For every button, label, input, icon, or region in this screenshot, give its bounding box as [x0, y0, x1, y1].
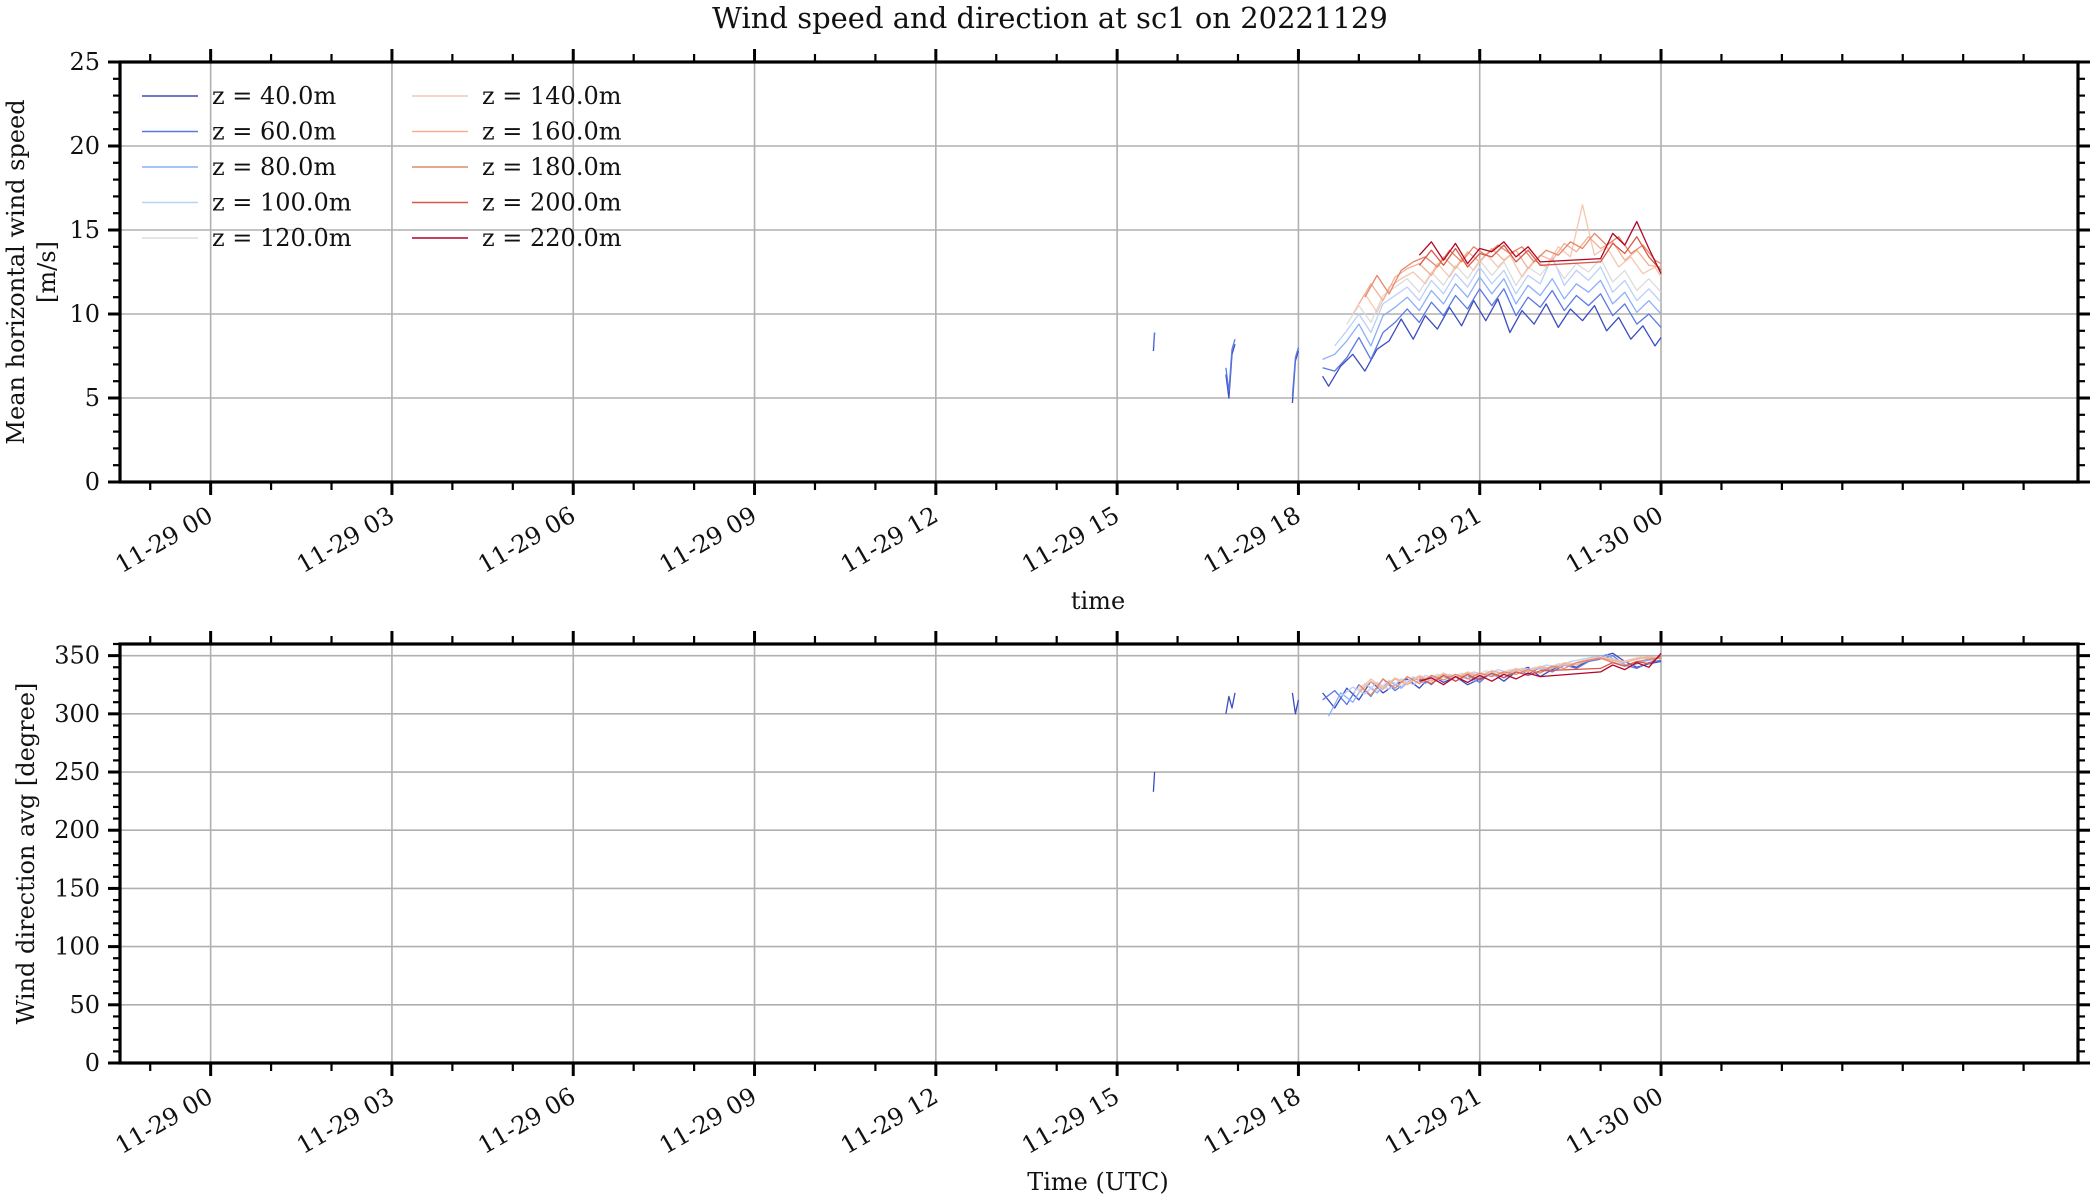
- axes-frame: [118, 60, 2080, 484]
- legend-label: z = 140.0m: [482, 82, 622, 110]
- series-line-z-220-0m: [1419, 652, 1662, 686]
- series-line-z-40-0m: [1152, 652, 1662, 792]
- series-line-z-220-0m: [1418, 220, 1662, 274]
- series-line-z-200-0m: [1418, 236, 1662, 271]
- legend-label: z = 220.0m: [482, 224, 622, 252]
- x-tick-label: 11-29 09: [655, 501, 762, 579]
- legend-label: z = 80.0m: [212, 153, 336, 181]
- panel-wind-speed: 0 5 10 15 20 25 11-29 00 11-29 03 11-29 06 11-29 …: [2, 48, 2090, 615]
- x-tick-label: 11-30 00: [1561, 501, 1668, 579]
- legend-label: z = 60.0m: [212, 118, 336, 146]
- x-tick-label: 11-29 00: [111, 501, 218, 579]
- x-tick-label: 11-29 15: [1017, 501, 1124, 579]
- y-tick-label: 350: [54, 642, 100, 670]
- series-line-z-160-0m: [1358, 236, 1662, 305]
- x-tick-label: 11-29 03: [292, 501, 399, 579]
- y-axis-label: Mean horizontal wind speed: [2, 99, 30, 444]
- y-tick-label: 15: [69, 216, 100, 244]
- y-tick-label: 20: [69, 132, 100, 160]
- legend-label: z = 180.0m: [482, 153, 622, 181]
- x-tick-label: 11-29 09: [655, 1082, 762, 1160]
- y-tick-label: 50: [69, 991, 100, 1019]
- x-tick-label: 11-29 15: [1017, 1082, 1124, 1160]
- y-axis-label: Wind direction avg [degree]: [12, 683, 40, 1025]
- x-tick-label: 11-29 06: [473, 501, 580, 579]
- x-tick-label: 11-29 00: [111, 1082, 218, 1160]
- panel-wind-direction: 0 50 100 150 200 250 300 350 11-29 00 11-29 03 11-…: [12, 631, 2090, 1196]
- x-tick-label: 11-29 06: [473, 1082, 580, 1160]
- series-line-z-140-0m: [1352, 204, 1662, 315]
- x-tick-label: 11-29 21: [1380, 1082, 1487, 1160]
- y-tick-label: 250: [54, 758, 100, 786]
- x-tick-label: 11-29 12: [836, 501, 943, 579]
- y-tick-label: 5: [85, 384, 100, 412]
- figure-title: Wind speed and direction at sc1 on 20221…: [712, 1, 1388, 35]
- x-tick-label: 11-29 18: [1198, 1082, 1305, 1160]
- x-axis-label: Time (UTC): [1027, 1168, 1169, 1196]
- series-line-z-100-0m: [1334, 256, 1662, 347]
- y-axis-label: [m/s]: [33, 241, 61, 303]
- series-line-z-160-0m: [1358, 656, 1662, 694]
- series-line-z-80-0m: [1322, 276, 1662, 360]
- legend-label: z = 120.0m: [212, 224, 352, 252]
- y-tick-label: 10: [69, 300, 100, 328]
- legend-label: z = 40.0m: [212, 82, 336, 110]
- y-tick-label: 0: [85, 468, 100, 496]
- y-tick-label: 0: [85, 1049, 100, 1077]
- y-tick-label: 25: [69, 48, 100, 76]
- series-line-z-140-0m: [1358, 656, 1662, 692]
- axes-frame: [118, 642, 2080, 1065]
- legend: z = 40.0m z = 60.0m z = 80.0m z = 100.0m z =…: [142, 82, 622, 252]
- series-line-z-180-0m: [1358, 657, 1662, 696]
- y-tick-label: 100: [54, 933, 100, 961]
- series-line-z-60-0m: [1152, 288, 1662, 397]
- legend-label: z = 200.0m: [482, 189, 622, 217]
- legend-label: z = 100.0m: [212, 189, 352, 217]
- y-tick-label: 300: [54, 700, 100, 728]
- x-tick-label: 11-29 18: [1198, 501, 1305, 579]
- x-axis-label: time: [1071, 587, 1125, 615]
- x-tick-label: 11-30 00: [1561, 1082, 1668, 1160]
- x-tick-label: 11-29 12: [836, 1082, 943, 1160]
- y-tick-label: 200: [54, 816, 100, 844]
- y-tick-label: 150: [54, 874, 100, 902]
- x-tick-label: 11-29 21: [1380, 501, 1487, 579]
- legend-label: z = 160.0m: [482, 118, 622, 146]
- x-tick-label: 11-29 03: [292, 1082, 399, 1160]
